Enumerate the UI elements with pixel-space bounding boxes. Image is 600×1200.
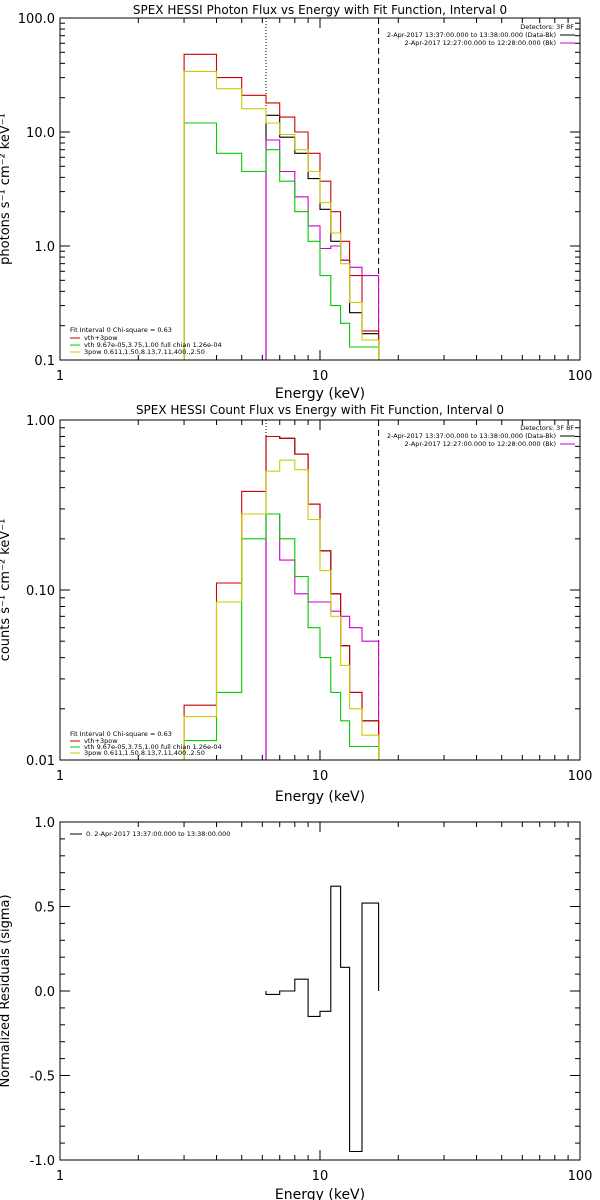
x-tick-label: 100 — [568, 769, 593, 784]
x-axis-label: Energy (keV) — [275, 789, 365, 805]
fit-legend-item: 3pow 0.611,1.50,8.13,7.11,400.,2.50 — [70, 348, 205, 356]
plot-frame — [59, 821, 581, 1161]
fit-legend-item: vth+3pow — [70, 737, 118, 745]
detectors-label: Detectors: 3F 8F — [520, 424, 574, 432]
info-line-text: 2-Apr-2017 13:37:00.000 to 13:38:00.000 … — [387, 432, 556, 440]
photon-flux-panel: SPEX HESSI Photon Flux vs Energy with Fi… — [0, 3, 592, 402]
plot-area — [183, 18, 380, 360]
info-line: 2-Apr-2017 12:27:00.000 to 12:28:00.000 … — [405, 39, 575, 47]
chart-title: SPEX HESSI Count Flux vs Energy with Fit… — [136, 403, 504, 417]
series-histogram — [265, 114, 380, 360]
info-line-text: 2-Apr-2017 12:27:00.000 to 12:28:00.000 … — [405, 440, 556, 448]
series-histogram — [183, 459, 380, 760]
fit-legend-item: vth 9.67e-05,3.75,1.00 full chian 1.26e-… — [70, 743, 222, 751]
fit-legend-title: Fit Interval 0 Chi-square = 0.63 — [70, 730, 172, 738]
plot-area — [183, 420, 380, 760]
plot-frame — [59, 419, 581, 761]
info-line-text: 2-Apr-2017 12:27:00.000 to 12:28:00.000 … — [405, 39, 556, 47]
x-tick-label: 10 — [312, 769, 329, 784]
y-tick-label: 1.00 — [26, 414, 55, 429]
y-tick-label: 1.0 — [34, 240, 55, 255]
residuals-panel: 1 10 100 -1.0 -0.5 0.0 0.5 1.0 Energy (keV) Nor… — [0, 816, 592, 1200]
fit-legend-item: vth 9.67e-05,3.75,1.00 full chian 1.26e-… — [70, 341, 222, 349]
chart-title: SPEX HESSI Photon Flux vs Energy with Fi… — [133, 3, 507, 17]
series-histogram — [265, 885, 380, 1153]
x-tick-label: 100 — [568, 369, 593, 384]
plot-frame — [59, 17, 581, 361]
info-box: Detectors: 3F 8F 2-Apr-2017 13:37:00.000… — [387, 23, 575, 47]
x-tick-label: 100 — [568, 1169, 593, 1184]
y-tick-label: 10.0 — [26, 126, 55, 141]
x-tick-label: 10 — [312, 1169, 329, 1184]
y-tick-label: 100.0 — [18, 12, 55, 27]
x-tick-label: 1 — [56, 369, 64, 384]
x-tick-label: 1 — [56, 769, 64, 784]
info-line-text: 2-Apr-2017 13:37:00.000 to 13:38:00.000 … — [387, 31, 556, 39]
info-line: 2-Apr-2017 13:37:00.000 to 13:38:00.000 … — [387, 31, 575, 39]
fit-legend-text: 3pow 0.611,1.50,8.13,7.11,400.,2.50 — [84, 348, 205, 356]
tick-layer: 1 10 100 0.01 0.10 1.00 — [26, 414, 592, 784]
y-tick-label: 0.10 — [26, 584, 55, 599]
y-tick-label: 1.0 — [34, 816, 55, 831]
y-axis-label: photons s⁻¹ cm⁻² keV⁻¹ — [0, 113, 13, 265]
info-line: 2-Apr-2017 12:27:00.000 to 12:28:00.000 … — [405, 440, 575, 448]
residual-legend: 0. 2-Apr-2017 13:37:00.000 to 13:38:00.0… — [70, 830, 230, 838]
series-histogram — [183, 53, 380, 360]
y-tick-label: -0.5 — [30, 1070, 55, 1085]
fit-legend-item: vth+3pow — [70, 334, 118, 342]
y-tick-label: 0.0 — [34, 985, 55, 1000]
fit-legend: Fit Interval 0 Chi-square = 0.63 vth+3po… — [70, 730, 222, 757]
y-tick-label: 0.5 — [34, 901, 55, 916]
series-histogram — [183, 435, 380, 760]
info-box: Detectors: 3F 8F 2-Apr-2017 13:37:00.000… — [387, 424, 575, 448]
y-tick-label: 0.01 — [26, 754, 55, 769]
fit-legend: Fit Interval 0 Chi-square = 0.63 vth+3po… — [70, 326, 222, 356]
y-tick-label: 0.1 — [34, 354, 55, 369]
fit-legend-title: Fit Interval 0 Chi-square = 0.63 — [70, 326, 172, 334]
info-line: 2-Apr-2017 13:37:00.000 to 13:38:00.000 … — [387, 432, 575, 440]
plot-area — [265, 885, 380, 1153]
fit-legend-text: vth 9.67e-05,3.75,1.00 full chian 1.26e-… — [84, 341, 222, 349]
x-tick-label: 10 — [312, 369, 329, 384]
fit-legend-text: vth+3pow — [84, 334, 118, 342]
tick-layer: 1 10 100 0.1 1.0 10.0 100.0 — [18, 12, 593, 384]
fit-legend-text: 3pow 0.611,1.50,8.13,7.11,400.,2.50 — [84, 749, 205, 757]
detectors-label: Detectors: 3F 8F — [520, 23, 574, 31]
series-histogram — [265, 139, 380, 360]
y-axis-label: Normalized Residuals (sigma) — [0, 894, 13, 1087]
x-tick-label: 1 — [56, 1169, 64, 1184]
tick-layer: 1 10 100 -1.0 -0.5 0.0 0.5 1.0 — [30, 816, 593, 1184]
series-histogram — [183, 513, 380, 760]
fit-legend-item: 3pow 0.611,1.50,8.13,7.11,400.,2.50 — [70, 749, 205, 757]
fit-legend-text: vth+3pow — [84, 737, 118, 745]
fit-legend-text: vth 9.67e-05,3.75,1.00 full chian 1.26e-… — [84, 743, 222, 751]
series-histogram — [183, 70, 380, 360]
count-flux-panel: SPEX HESSI Count Flux vs Energy with Fit… — [0, 403, 592, 805]
x-axis-label: Energy (keV) — [275, 1187, 365, 1200]
x-axis-label: Energy (keV) — [275, 386, 365, 402]
residual-legend-text: 0. 2-Apr-2017 13:37:00.000 to 13:38:00.0… — [86, 830, 230, 838]
y-axis-label: counts s⁻¹ cm⁻² keV⁻¹ — [0, 519, 13, 662]
series-histogram — [183, 122, 380, 360]
y-tick-label: -1.0 — [30, 1154, 55, 1169]
